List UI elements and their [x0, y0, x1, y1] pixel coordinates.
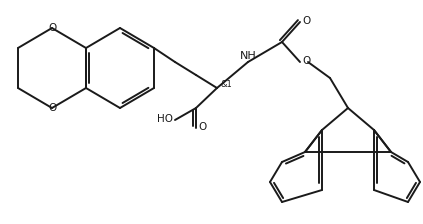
Text: &1: &1 [220, 80, 232, 88]
Text: O: O [48, 103, 56, 113]
Text: O: O [198, 122, 206, 132]
Text: O: O [302, 16, 310, 26]
Text: O: O [48, 23, 56, 33]
Text: HO: HO [157, 114, 173, 124]
Text: O: O [302, 56, 310, 66]
Text: NH: NH [239, 51, 256, 61]
